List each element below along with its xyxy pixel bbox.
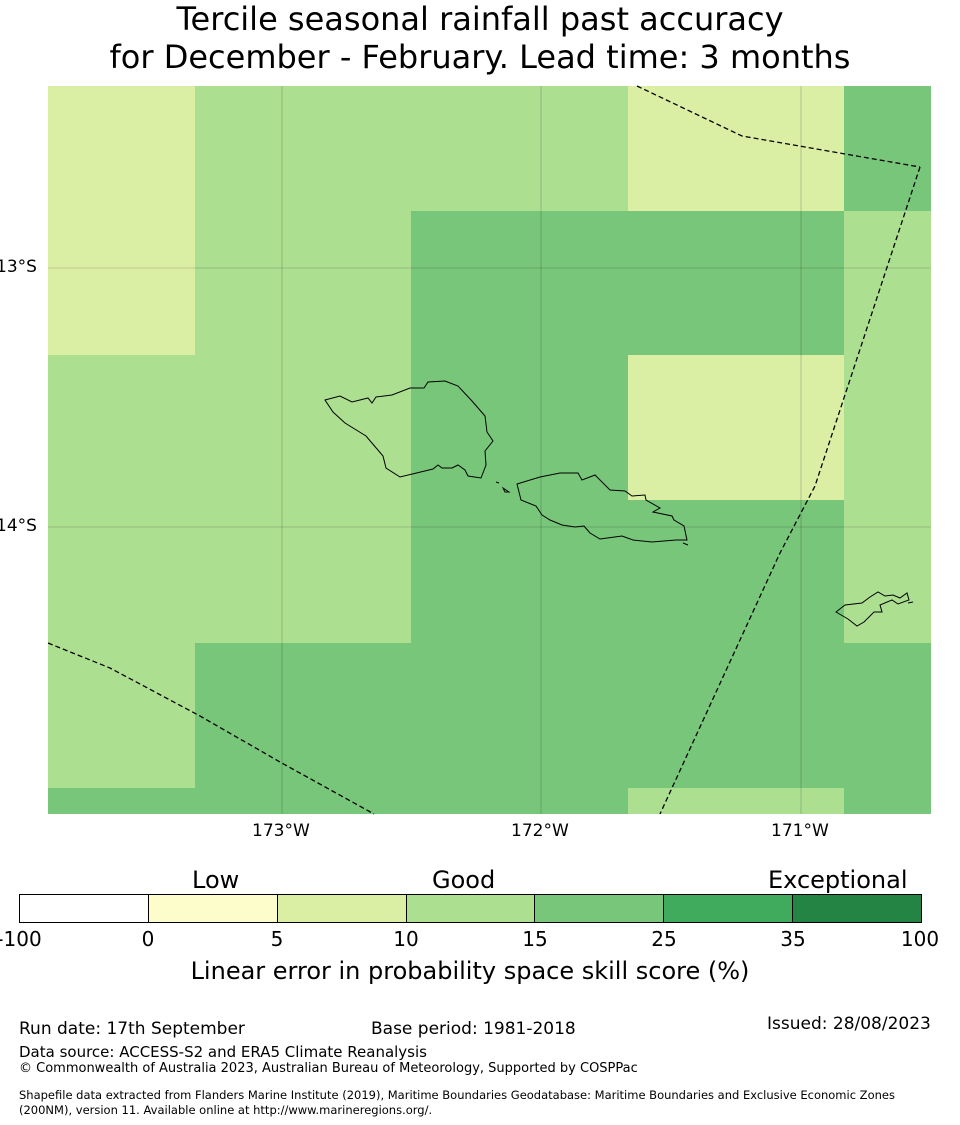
legend-tick-25: 25: [651, 927, 677, 951]
grid-cell: [844, 643, 931, 788]
base-period: Base period: 1981-2018: [371, 1019, 576, 1039]
legend-tick-15: 15: [522, 927, 548, 951]
grid-cell: [411, 643, 628, 788]
title-line-1: Tercile seasonal rainfall past accuracy: [176, 0, 784, 38]
shapefile-credit-line-1: Shapefile data extracted from Flanders M…: [19, 1088, 895, 1102]
grid-cell: [628, 86, 844, 211]
grid-cell: [628, 500, 844, 643]
upolu-island: [516, 472, 688, 543]
lat-label-14s: 14°S: [0, 516, 37, 536]
grid-cell: [48, 500, 195, 643]
aunuu-islet: [907, 601, 914, 604]
lon-label-171w: 171°W: [771, 821, 829, 841]
grid-cell: [844, 86, 931, 211]
legend-tick-10: 10: [393, 927, 419, 951]
legend-tick-minus100: -100: [0, 927, 42, 951]
grid-cell: [411, 788, 628, 814]
grid-cell: [48, 643, 195, 788]
coastlines: [324, 380, 914, 627]
legend-category-exceptional: Exceptional: [768, 866, 908, 894]
legend-category-low: Low: [192, 866, 240, 894]
shapefile-credit-line-2: (200NM), version 11. Available online at…: [19, 1103, 433, 1117]
legend-title: Linear error in probability space skill …: [190, 957, 750, 985]
grid-cell: [195, 643, 411, 788]
legend-tick-5: 5: [270, 927, 284, 951]
legend-tick-100: 100: [900, 927, 940, 951]
eez-boundary-north: [636, 85, 921, 168]
legend-swatch: [664, 895, 794, 922]
skill-grid: [48, 86, 931, 814]
grid-cell: [195, 355, 411, 500]
title-line-2: for December - February. Lead time: 3 mo…: [109, 38, 851, 76]
grid-cell: [195, 788, 411, 814]
savaii-island: [324, 380, 494, 479]
grid-cell: [411, 211, 628, 355]
apolima-islet: [495, 481, 500, 484]
grid-cell: [628, 355, 844, 500]
grid-cell: [48, 211, 195, 355]
grid-cell: [48, 788, 195, 814]
legend-tick-35: 35: [780, 927, 806, 951]
grid-cell: [48, 86, 195, 211]
copyright: © Commonwealth of Australia 2023, Austra…: [19, 1061, 638, 1076]
grid-cell: [411, 355, 628, 500]
legend-swatch: [535, 895, 665, 922]
data-source: Data source: ACCESS-S2 and ERA5 Climate …: [19, 1043, 427, 1061]
legend-colorbar: [19, 894, 922, 923]
legend-tick-0: 0: [141, 927, 155, 951]
legend-swatch: [20, 895, 149, 922]
graticule: [48, 86, 931, 814]
grid-cell: [844, 500, 931, 643]
issued-date: Issued: 28/08/2023: [767, 1014, 931, 1034]
upolu-tip: [682, 542, 689, 546]
grid-cell: [628, 643, 844, 788]
grid-cell: [844, 211, 931, 355]
grid-cell: [195, 500, 411, 643]
eez-boundaries: [47, 85, 921, 815]
grid-cell: [411, 500, 628, 643]
eez-boundary-southwest: [47, 642, 375, 815]
grid-cell: [195, 211, 411, 355]
grid-cell: [844, 788, 931, 814]
legend-swatch: [793, 895, 922, 922]
lon-label-173w: 173°W: [252, 821, 310, 841]
grid-cell: [844, 355, 931, 500]
manono-islet: [501, 486, 511, 493]
lat-label-13s: 13°S: [0, 257, 37, 277]
legend-swatch: [277, 895, 407, 922]
run-date: Run date: 17th September: [19, 1019, 245, 1039]
skill-map: [47, 85, 931, 815]
eez-boundary-east: [659, 166, 921, 815]
map-title: Tercile seasonal rainfall past accuracy …: [0, 0, 960, 76]
grid-cell: [628, 788, 844, 814]
grid-cell: [411, 86, 628, 211]
tutuila-island: [835, 591, 910, 627]
grid-cell: [48, 355, 195, 500]
grid-cell: [628, 211, 844, 355]
lon-label-172w: 172°W: [511, 821, 569, 841]
grid-cell: [195, 86, 411, 211]
legend-swatch: [148, 895, 278, 922]
legend-category-good: Good: [432, 866, 496, 894]
legend-swatch: [406, 895, 536, 922]
